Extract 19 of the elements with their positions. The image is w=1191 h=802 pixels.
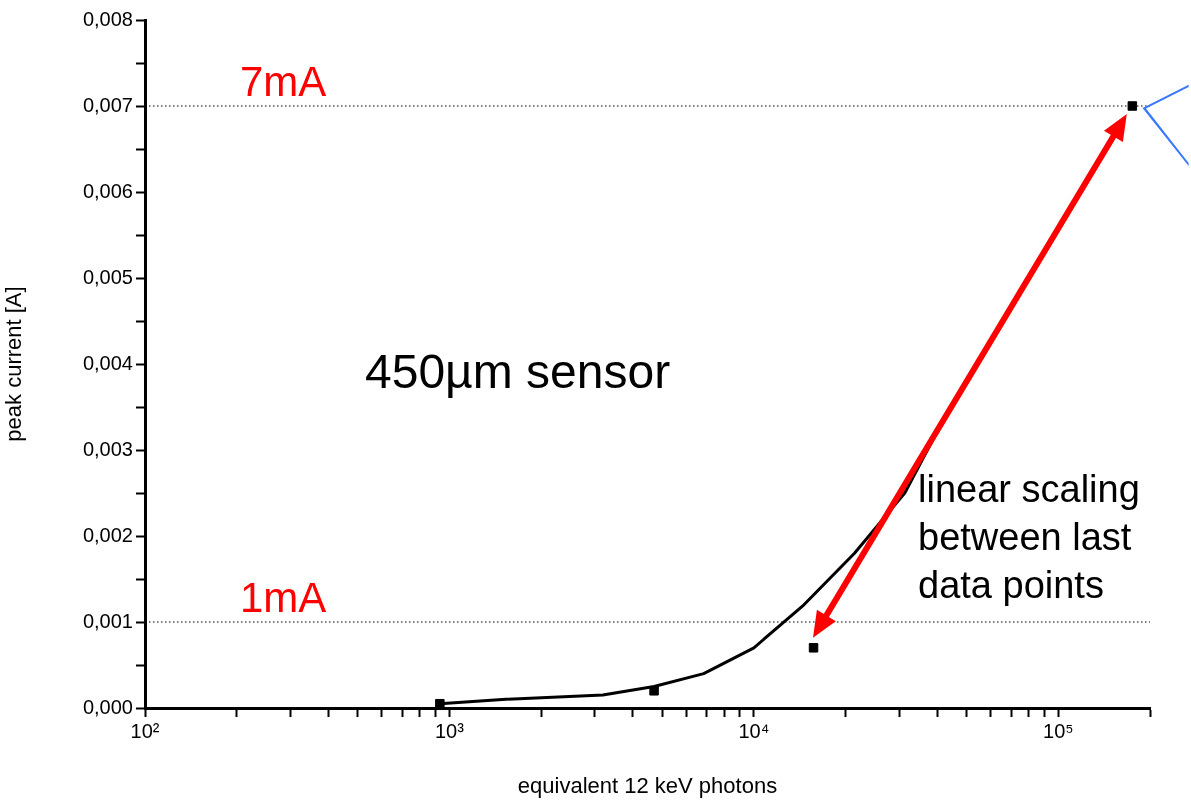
y-tick-label: 0,006 [82,179,133,202]
ref-line-label: 7mA [240,58,327,105]
ref-line-label: 1mA [240,574,327,621]
y-tick-label: 0,004 [82,351,133,374]
x-tick-label: 10⁴ [738,719,770,742]
y-tick-label: 0,008 [82,7,133,30]
y-axis-title: peak current [A] [1,286,27,442]
x-tick-label: 10² [130,719,160,742]
annotation: 450µm sensor [365,345,671,398]
y-tick-label: 0,005 [82,265,133,288]
x-axis-title: equivalent 12 keV photons [517,772,778,798]
y-tick-label: 0,000 [82,695,133,718]
y-tick-label: 0,002 [82,523,133,546]
y-tick-label: 0,001 [82,609,133,632]
annotation: linear scaling between last data points [918,468,1140,606]
y-tick-label: 0,003 [82,437,133,460]
x-tick-label: 10⁵ [1043,719,1074,742]
y-tick-label: 0,007 [82,93,133,116]
x-tick-label: 10³ [435,719,465,742]
